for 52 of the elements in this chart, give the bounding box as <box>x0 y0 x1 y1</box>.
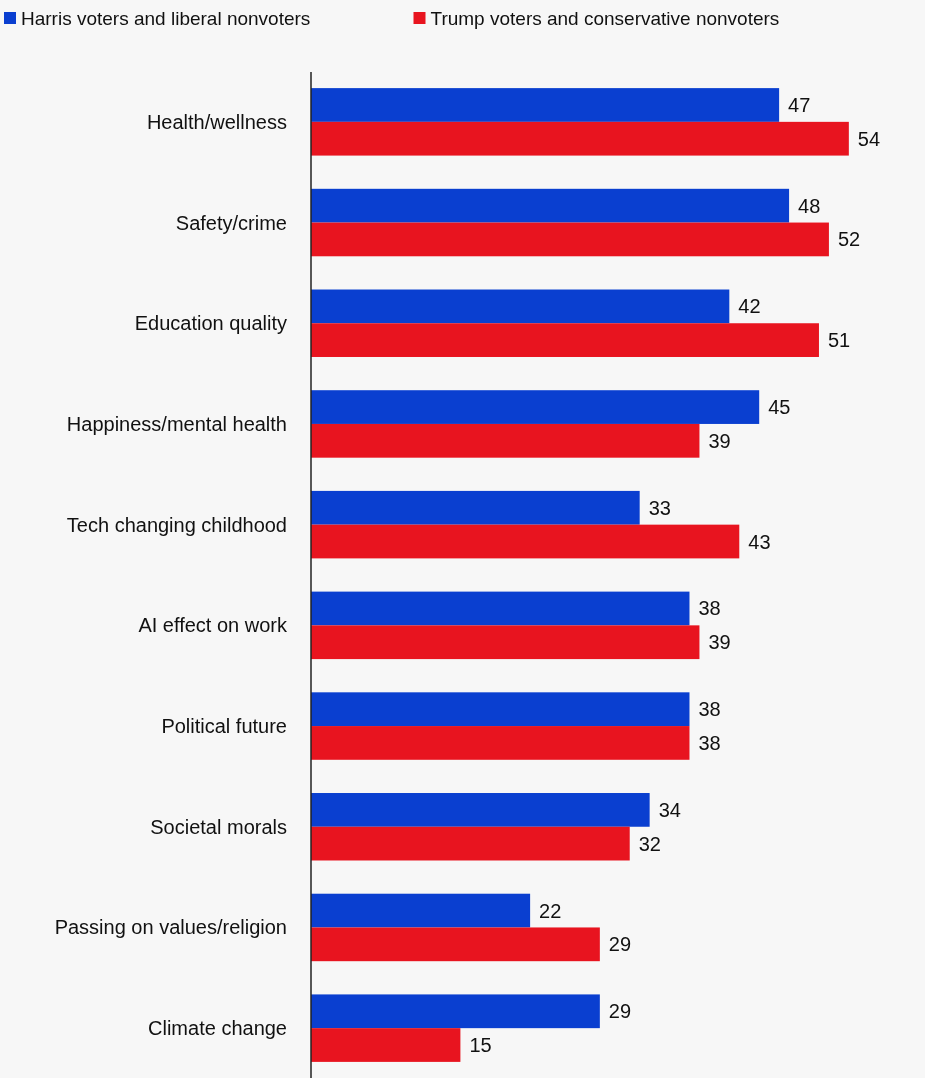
y-tick-label: Tech changing childhood <box>66 513 287 536</box>
y-tick-label: Political future <box>161 715 287 738</box>
data-label: 29 <box>608 933 632 956</box>
bar <box>311 188 790 223</box>
data-label: 52 <box>837 228 861 251</box>
bar <box>311 524 740 559</box>
bar <box>311 222 829 257</box>
y-tick-label: Safety/crime <box>175 211 287 234</box>
bar <box>311 726 690 760</box>
data-label: 15 <box>469 1034 492 1057</box>
y-tick-label: Health/wellness <box>146 110 287 133</box>
legend-label: Trump voters and conservative nonvoters <box>430 7 780 29</box>
data-label: 48 <box>798 194 821 217</box>
bar <box>311 591 690 626</box>
data-label: 22 <box>539 899 562 922</box>
data-label: 43 <box>748 530 771 553</box>
data-label: 39 <box>708 429 731 452</box>
data-label: 38 <box>698 698 721 721</box>
data-label: 34 <box>658 798 681 821</box>
bar <box>311 625 700 660</box>
data-label: 39 <box>708 631 731 654</box>
bar <box>311 893 531 928</box>
data-label: 38 <box>698 731 721 754</box>
data-label: 29 <box>608 1000 632 1023</box>
data-label: 45 <box>768 396 791 419</box>
data-label: 47 <box>788 93 811 116</box>
data-label: 42 <box>738 295 761 318</box>
data-label: 32 <box>638 832 661 855</box>
bar <box>311 490 640 525</box>
bar <box>311 927 600 962</box>
bar <box>311 289 730 324</box>
y-tick-label: AI effect on work <box>138 614 288 637</box>
y-tick-label: Passing on values/religion <box>54 916 287 939</box>
y-tick-label: Happiness/mental health <box>66 412 287 435</box>
legend-label: Harris voters and liberal nonvoters <box>21 7 311 29</box>
y-tick-label: Societal morals <box>150 815 287 838</box>
bar <box>311 323 819 357</box>
bar <box>311 793 650 827</box>
y-tick-label: Climate change <box>148 1017 287 1040</box>
bar <box>311 390 760 424</box>
bar <box>311 994 600 1029</box>
data-label: 54 <box>857 127 881 150</box>
data-label: 38 <box>698 597 721 620</box>
bar <box>311 1028 461 1062</box>
bar <box>311 826 630 861</box>
bar <box>311 692 690 727</box>
bar <box>311 121 849 156</box>
y-tick-label: Education quality <box>134 312 287 335</box>
data-label: 33 <box>648 496 671 519</box>
bar <box>311 423 700 458</box>
bar <box>311 88 780 122</box>
data-label: 51 <box>827 329 851 352</box>
